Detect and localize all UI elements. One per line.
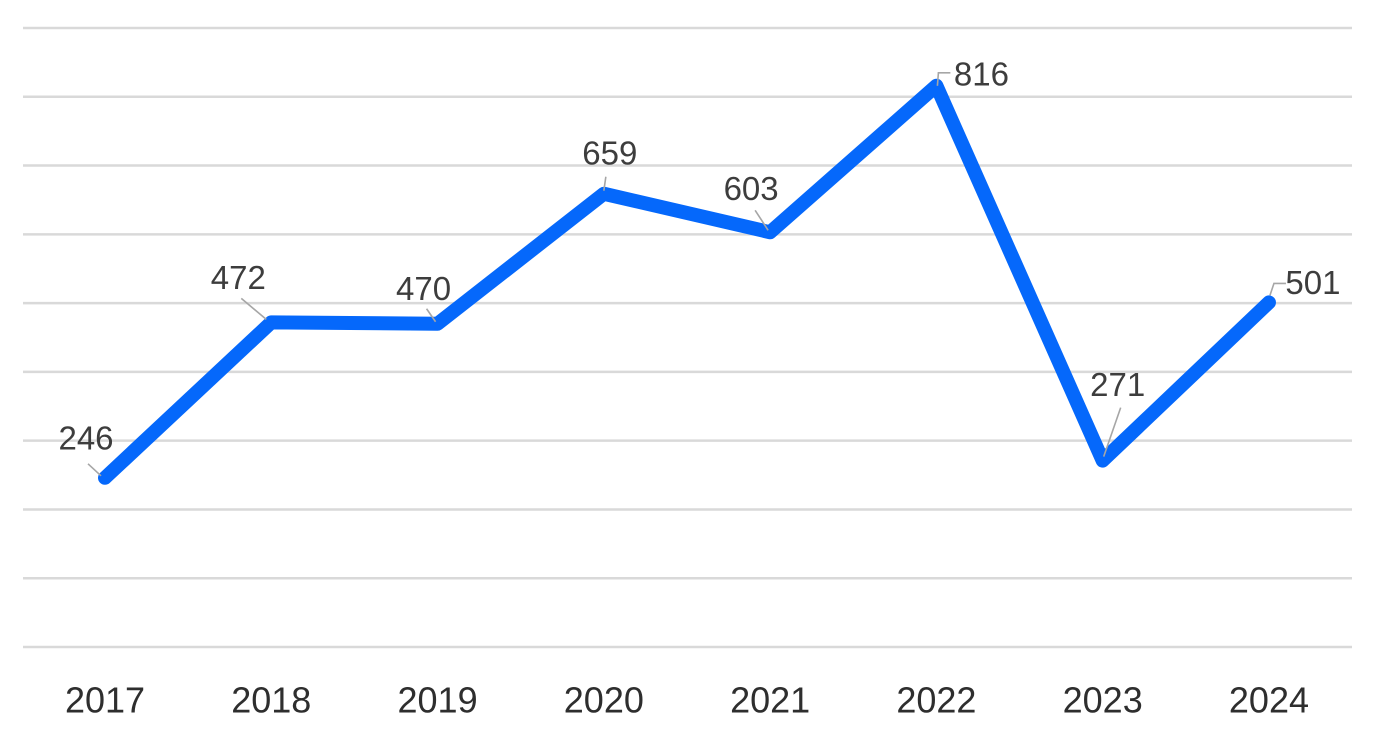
x-axis-label: 2024 bbox=[1229, 680, 1309, 721]
gridlines-group bbox=[23, 26, 1352, 649]
leader-line bbox=[425, 308, 437, 323]
leader-line bbox=[754, 209, 769, 231]
data-label: 659 bbox=[582, 134, 637, 171]
data-label: 603 bbox=[724, 170, 779, 207]
data-label: 501 bbox=[1285, 264, 1340, 301]
leader-line bbox=[1102, 407, 1122, 457]
data-label: 271 bbox=[1090, 366, 1145, 403]
data-label: 472 bbox=[211, 259, 266, 296]
data-label: 816 bbox=[954, 55, 1009, 92]
series-group bbox=[98, 78, 1276, 485]
leader-lines-group bbox=[87, 71, 1286, 477]
x-axis-label: 2018 bbox=[231, 680, 311, 721]
x-axis-label: 2021 bbox=[730, 680, 810, 721]
leader-line bbox=[936, 71, 951, 86]
leader-line bbox=[603, 176, 607, 191]
x-axis-label: 2023 bbox=[1063, 680, 1143, 721]
leader-line bbox=[1269, 282, 1286, 296]
x-axis-label: 2020 bbox=[564, 680, 644, 721]
leader-line bbox=[87, 463, 102, 477]
x-axis-labels-group: 2017 2018 2019 2020 2021 2022 2023 2024 bbox=[65, 680, 1309, 721]
x-axis-label: 2017 bbox=[65, 680, 145, 721]
data-labels-group: 246 472 470 659 603 816 271 501 bbox=[58, 55, 1340, 456]
data-label: 246 bbox=[58, 419, 113, 456]
trend-line bbox=[98, 78, 1276, 485]
x-axis-label: 2019 bbox=[398, 680, 478, 721]
leader-line bbox=[240, 297, 267, 320]
data-label: 470 bbox=[396, 270, 451, 307]
x-axis-label: 2022 bbox=[896, 680, 976, 721]
